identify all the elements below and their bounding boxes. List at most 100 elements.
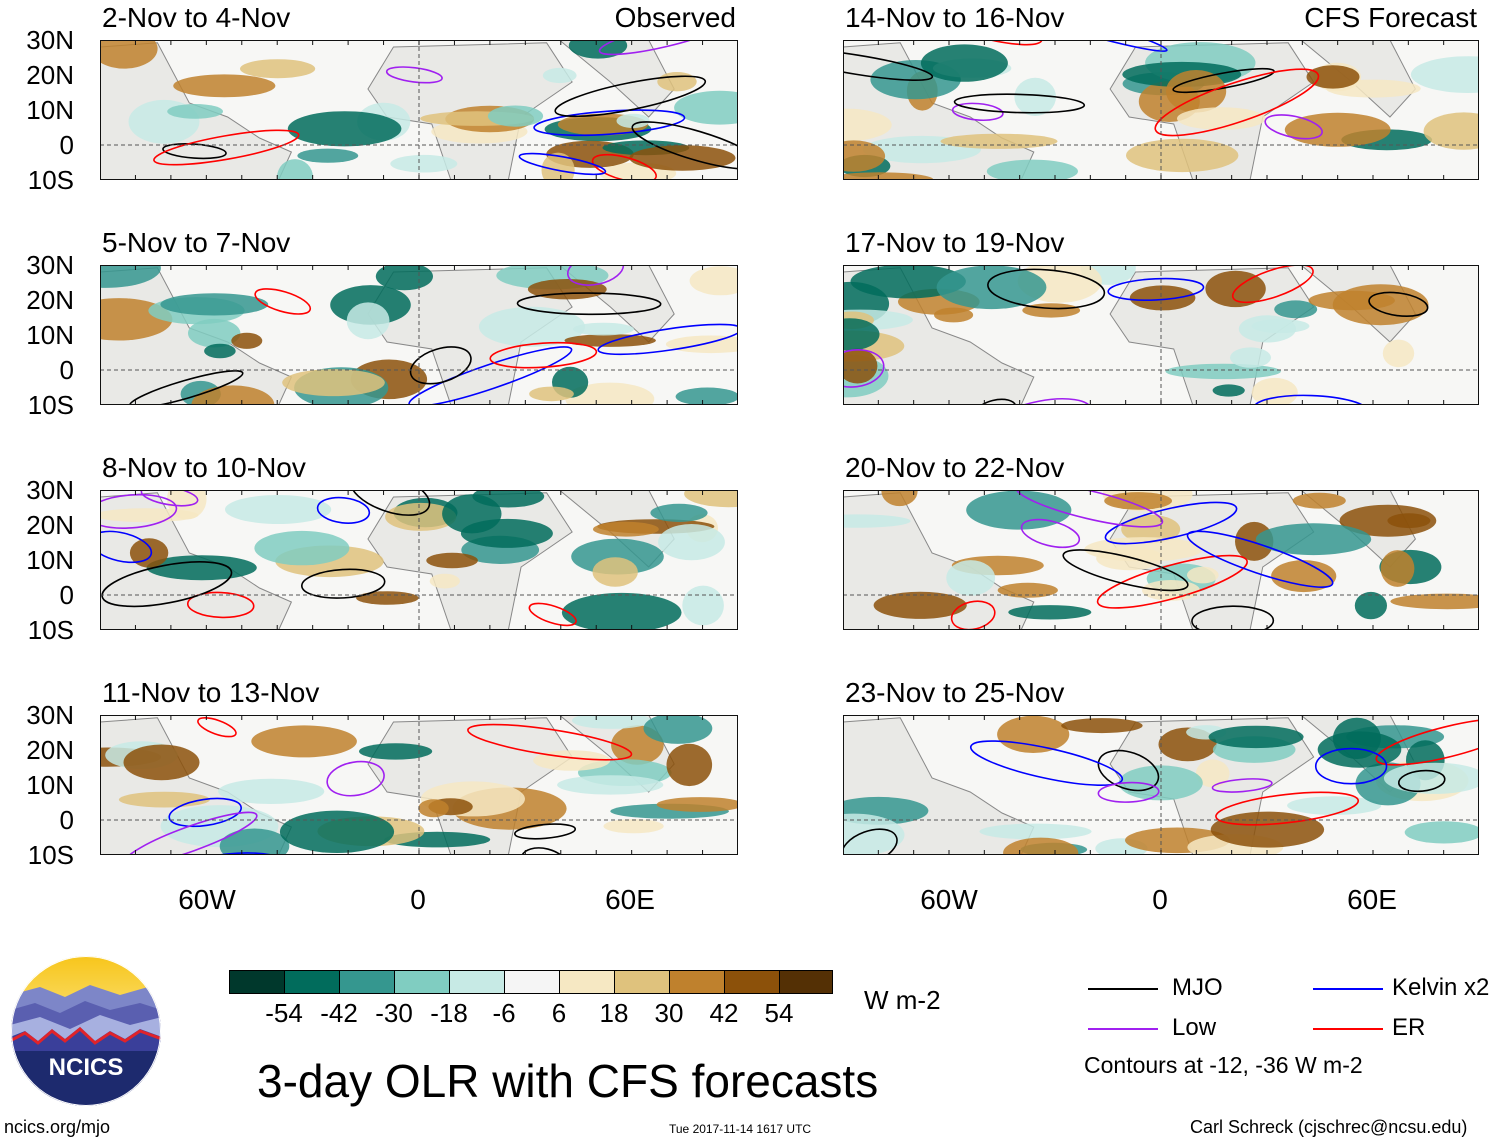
colorbar-units: W m-2 [864,985,941,1015]
olr-anomaly [390,154,458,173]
wave-contour [994,40,1168,52]
map-panel: 14-Nov to 16-Nov CFS Forecast [843,2,1479,180]
map-panel: 20-Nov to 22-Nov [843,452,1479,630]
wave-contour [1097,781,1160,803]
map-frame [843,40,1479,180]
wave-contour [554,75,707,118]
olr-anomaly [1104,492,1172,510]
olr-anomaly [478,306,586,347]
wave-contour [528,602,577,627]
logo-text: NCICS [49,1054,124,1081]
wave-contour [1215,791,1360,826]
colorbar-label: -30 [375,998,413,1028]
legend-label-low: Low [1172,1014,1217,1041]
lat-label: 10S [27,390,74,420]
olr-anomaly [675,387,738,405]
olr-anomaly [1354,591,1387,620]
wave-contour [533,109,686,137]
colorbar-swatch [779,970,833,994]
wave-contour [631,121,738,170]
main-title: 3-day OLR with CFS forecasts [257,1055,879,1107]
olr-anomaly [1382,339,1415,368]
wave-contour [128,370,244,405]
lat-label: 10N [26,320,74,350]
panel-title: 8-Nov to 10-Nov [102,452,306,483]
olr-anomaly [1008,605,1092,620]
wave-contour [566,265,625,286]
olr-anomaly [843,140,886,172]
wave-contour [1020,518,1081,549]
lat-label: 0 [59,355,74,385]
wave-contour [123,811,258,855]
wave-contour [100,530,153,564]
olr-anomaly [936,265,1047,310]
wave-contour [1397,769,1446,793]
wave-contour [843,48,934,81]
map-panel: 23-Nov to 25-Nov [843,677,1479,855]
olr-anomaly [129,538,169,568]
wave-contour [467,723,633,761]
olr-anomaly [873,591,967,619]
olr-anomaly [279,810,395,853]
wave-contour [254,288,312,315]
olr-map [100,40,738,180]
wave-contour [1211,778,1273,793]
olr-anomaly [160,293,269,316]
panel-title: 23-Nov to 25-Nov [845,677,1065,708]
footer-timestamp: Tue 2017-11-14 1617 UTC [669,1122,812,1136]
lat-label: 20N [26,60,74,90]
olr-anomaly [1212,384,1245,397]
panel-title: 17-Nov to 19-Nov [845,227,1065,258]
olr-anomaly [100,40,158,69]
olr-anomaly [843,108,892,142]
colorbar-swatch [394,970,450,994]
legend-label-kelvin: Kelvin x2 [1392,974,1490,1001]
wave-contour [169,852,291,855]
panel-label: Observed [614,2,736,33]
ncics-logo: NCICS [10,955,162,1107]
olr-anomaly [920,44,1008,82]
colorbar-label: 18 [599,998,629,1028]
olr-anomaly [643,715,713,744]
footer-credit: Carl Schreck (cjschrec@ncsu.edu) [1190,1117,1468,1137]
colorbar-label: 42 [709,998,739,1028]
olr-anomaly [564,334,656,347]
olr-anomaly [1339,504,1437,537]
lat-label: 10S [27,165,74,195]
map-frame [100,715,738,855]
lat-label: 30N [26,250,74,280]
lat-label: 20N [26,285,74,315]
olr-anomaly [1238,315,1296,343]
lon-label: 0 [1152,884,1168,915]
olr-anomaly [529,386,574,402]
olr-anomaly [359,743,433,760]
wave-contour [300,568,386,599]
olr-anomaly [487,105,544,127]
colorbar-swatch [614,970,670,994]
wave-contour [598,40,728,56]
olr-anomaly [997,715,1070,753]
olr-anomaly [1118,765,1203,801]
map-frame [843,715,1479,855]
wave-contour [168,797,242,828]
olr-anomaly [1208,725,1304,749]
wave-contour [514,823,577,840]
wave-contour [518,152,607,176]
lon-label: 60E [1347,884,1397,915]
footer-url[interactable]: ncics.org/mjo [4,1117,111,1137]
olr-anomaly [146,555,257,581]
lon-label: 60E [605,884,655,915]
olr-anomaly [573,322,634,336]
olr-anomaly [1306,65,1360,89]
legend-line-kelvin [1313,988,1383,990]
map-frame [100,40,738,180]
lat-label: 30N [26,475,74,505]
olr-anomaly [418,799,449,818]
olr-anomaly [1423,112,1479,150]
wave-contour [1015,490,1164,528]
olr-anomaly [1251,377,1298,405]
lat-label: 0 [59,805,74,835]
colorbar-swatch [559,970,615,994]
wave-contour [1314,747,1388,785]
olr-anomaly [843,813,905,855]
